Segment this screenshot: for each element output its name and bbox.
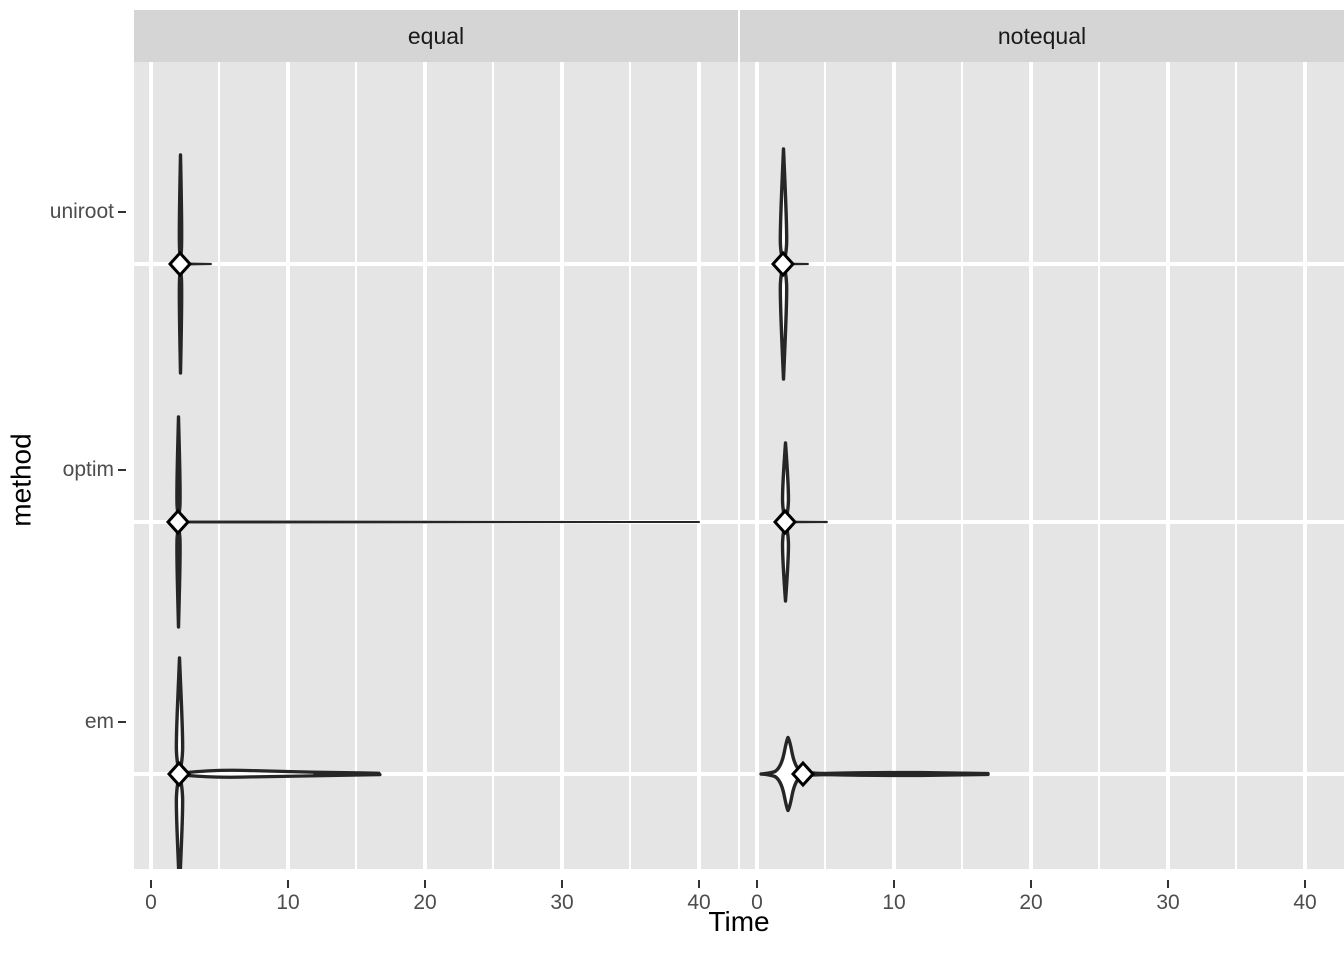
- facet-strip-label-equal: equal: [407, 22, 465, 49]
- y-axis-title-text: method: [6, 433, 37, 527]
- x-tick-mark-20-equal: [424, 880, 426, 888]
- x-tick-mark-40-notequal: [1304, 880, 1306, 888]
- y-tick-mark-uniroot: [118, 211, 126, 213]
- x-tick-label-20-notequal: 20: [1019, 891, 1043, 914]
- facet-panel-notequal: notequal: [740, 10, 1344, 914]
- plot-area-notequal: [740, 62, 1344, 869]
- y-axis-labels: uniroot optim em: [44, 0, 126, 960]
- x-tick-label-40-equal: 40: [687, 891, 711, 914]
- y-tick-mark-em: [118, 721, 126, 723]
- x-tick-label-10-notequal: 10: [882, 891, 906, 914]
- x-tick-mark-10-equal: [287, 880, 289, 888]
- x-tick-mark-30-equal: [561, 880, 563, 888]
- gridlines-equal: [134, 62, 738, 869]
- x-tick-label-0-notequal: 0: [751, 891, 763, 914]
- violin-notequal-em: [759, 735, 990, 813]
- x-axis-labels-equal: 0 10 20 30 40: [134, 880, 738, 940]
- x-tick-label-20-equal: 20: [413, 891, 437, 914]
- y-tick-label-uniroot: uniroot: [49, 200, 114, 223]
- facet-strip-label-notequal: notequal: [997, 22, 1087, 49]
- gridlines-notequal: [740, 62, 1344, 869]
- violin-notequal-uniroot: [770, 147, 809, 381]
- violin-notequal-optim: [772, 441, 828, 603]
- x-tick-label-10-equal: 10: [276, 891, 300, 914]
- facet-panel-equal: equal: [134, 10, 738, 914]
- x-tick-mark-0-notequal: [756, 880, 758, 888]
- x-tick-label-30-equal: 30: [550, 891, 574, 914]
- violin-svg-notequal: [740, 62, 1344, 869]
- x-tick-mark-40-equal: [698, 880, 700, 888]
- plot-area-equal: [134, 62, 738, 869]
- x-tick-label-0-equal: 0: [145, 891, 157, 914]
- x-tick-mark-20-notequal: [1030, 880, 1032, 888]
- violin-svg-equal: [134, 62, 738, 869]
- facet-strip-equal: equal: [134, 10, 738, 62]
- x-tick-label-30-notequal: 30: [1156, 891, 1180, 914]
- x-tick-mark-0-equal: [150, 880, 152, 888]
- y-tick-label-em: em: [84, 710, 114, 733]
- x-tick-mark-10-notequal: [893, 880, 895, 888]
- violin-equal-optim: [165, 415, 700, 629]
- y-tick-mark-optim: [118, 469, 126, 471]
- facet-strip-notequal: notequal: [740, 10, 1344, 62]
- y-tick-label-optim: optim: [62, 458, 114, 481]
- violin-equal-uniroot: [167, 153, 212, 375]
- x-tick-mark-30-notequal: [1167, 880, 1169, 888]
- x-axis-title: Time: [708, 906, 770, 937]
- violin-equal-em: [166, 656, 382, 869]
- x-axis-labels-notequal: 0 10 20 30 40: [740, 880, 1344, 940]
- x-tick-label-40-notequal: 40: [1293, 891, 1317, 914]
- y-axis-title: method: [0, 0, 44, 960]
